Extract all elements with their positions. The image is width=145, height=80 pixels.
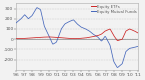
Legend: Equity ETFs, Equity Mutual Funds: Equity ETFs, Equity Mutual Funds [91, 4, 137, 14]
